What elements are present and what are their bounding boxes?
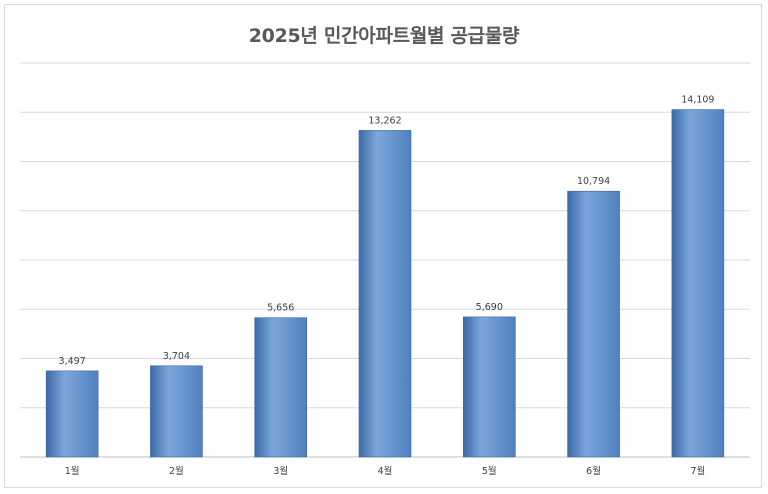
- chart-frame: 2025년 민간아파트월별 공급물량 3,497 1월 3,704 2월 5,656 3월…: [4, 4, 762, 488]
- bar: [45, 370, 99, 458]
- x-tick-label: 4월: [378, 465, 393, 477]
- data-label: 5,690: [476, 302, 503, 313]
- bar: [462, 316, 516, 458]
- bar: [671, 109, 725, 458]
- data-label: 14,109: [681, 95, 714, 106]
- x-tick-label: 7월: [690, 465, 705, 477]
- bar: [150, 365, 203, 458]
- data-label: 10,794: [577, 176, 610, 187]
- data-label: 5,656: [267, 303, 294, 314]
- x-tick-label: 1월: [65, 465, 80, 477]
- x-tick-label: 2월: [169, 465, 184, 477]
- x-tick-label: 5월: [482, 465, 497, 477]
- bar-chart: 3,497 1월 3,704 2월 5,656 3월 13,262 4월 5,690 5월 10,7…: [20, 62, 750, 477]
- bar: [567, 190, 620, 458]
- chart-title: 2025년 민간아파트월별 공급물량: [248, 25, 520, 47]
- data-label: 13,262: [368, 115, 401, 126]
- x-tick-label: 3월: [273, 465, 288, 477]
- x-tick-label: 6월: [586, 465, 601, 477]
- bar: [254, 317, 308, 458]
- data-label: 3,704: [163, 351, 190, 362]
- bar: [358, 130, 412, 458]
- data-label: 3,497: [59, 356, 86, 367]
